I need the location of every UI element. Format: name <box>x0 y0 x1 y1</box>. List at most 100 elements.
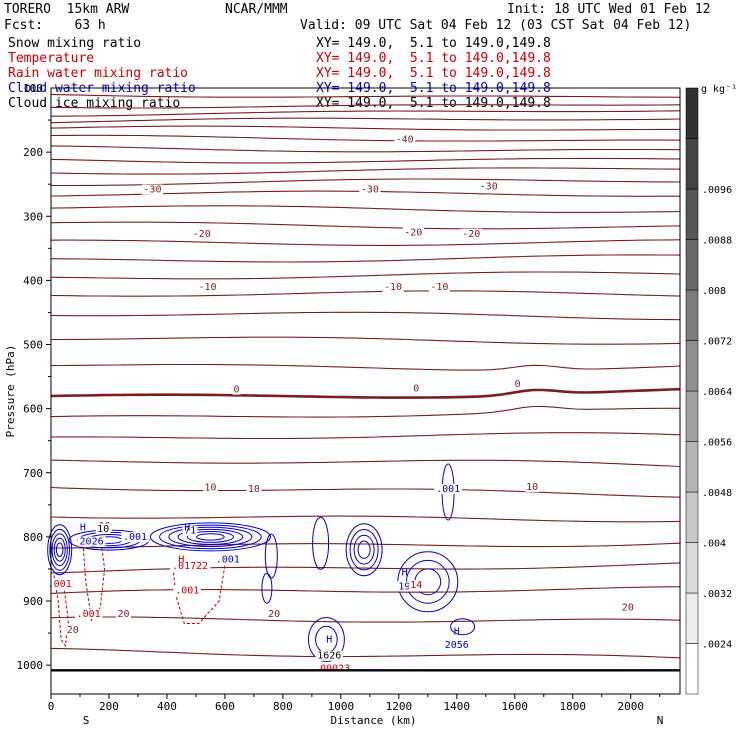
colorbar-segment <box>685 491 699 543</box>
temperature-label-bg <box>196 282 219 292</box>
contour-labels: -40 -30 -30 -30 -20 -20 -20 -10 -10 -10 0 0 0 10 10 10 1… <box>45 134 636 675</box>
temperature-label: 20 <box>268 609 280 620</box>
snow-label-bg <box>315 650 344 661</box>
temperature-label-bg <box>246 484 262 494</box>
colorbar-tick-label: .0024 <box>702 640 732 651</box>
snow-label: 1626 <box>317 651 341 662</box>
temperature-label: 10 <box>248 484 260 495</box>
x-tick-label: 200 <box>99 700 119 713</box>
field-name-rain: Rain water mixing ratio <box>8 66 189 81</box>
temperature-label: 10 <box>204 483 216 494</box>
rain-label-bg <box>74 609 103 620</box>
colorbar-tick-label: .0056 <box>702 438 732 449</box>
isotherm-line <box>50 363 681 371</box>
cloud-water-contour <box>47 524 73 576</box>
colorbar-segment <box>685 441 699 493</box>
colorbar-segment <box>685 87 699 139</box>
cloud-water-contour <box>186 531 234 543</box>
high-marker: H <box>178 555 184 566</box>
y-tick-label: 1000 <box>17 659 44 672</box>
isotherm-line <box>50 134 681 142</box>
temperature-label-bg <box>191 228 213 239</box>
high-marker: H <box>326 635 332 646</box>
y-tick-label: 500 <box>23 339 43 352</box>
init-time: Init: 18 UTC Wed 01 Feb 12 <box>507 2 711 17</box>
colorbar-segment <box>685 390 699 442</box>
y-tick-label: 600 <box>23 403 43 416</box>
colorbar-segment <box>685 188 699 240</box>
cloud-water-label: 2026 <box>80 537 104 548</box>
cloud-water-label-bg <box>77 536 106 547</box>
temperature-isotherms <box>50 93 681 659</box>
cloud-water-contour <box>168 526 253 548</box>
temperature-label: -20 <box>462 229 480 240</box>
y-tick-label: 800 <box>23 531 43 544</box>
x-tick-label: 600 <box>215 700 235 713</box>
rain-label: 00023 <box>320 664 350 675</box>
forecast-hour: Fcst: 63 h <box>4 18 106 33</box>
temperature-label: 0 <box>413 383 419 394</box>
cloud-water-contour <box>149 522 271 552</box>
temperature-label: 0 <box>233 385 239 396</box>
cloud-water-contour <box>312 516 330 570</box>
cloud-water-label: .001 <box>123 532 147 543</box>
cloud-water-label-bg <box>182 525 198 536</box>
cloud-water-contour <box>264 533 278 579</box>
temperature-label: 20 <box>67 625 79 636</box>
cloud-water-contours <box>47 463 476 662</box>
cloud-water-contour <box>196 533 225 541</box>
temperature-label-bg <box>232 384 241 395</box>
center-title: NCAR/MMM <box>225 2 288 17</box>
isotherm-line <box>51 336 681 345</box>
isotherm-line <box>50 205 681 213</box>
cloud-water-label: 2056 <box>445 640 469 651</box>
colorbar-segment <box>685 340 699 392</box>
rain-label: .001 <box>175 585 199 596</box>
rain-label-bg <box>169 560 211 571</box>
temperature-label: -20 <box>404 227 422 238</box>
cloud-water-contour <box>261 572 273 604</box>
y-tick-label: 200 <box>23 146 43 159</box>
isotherm-line <box>50 290 681 297</box>
temperature-label-bg <box>513 378 522 389</box>
x-tick-label: 800 <box>273 700 293 713</box>
colorbar-unit: g kg⁻¹ <box>701 84 737 95</box>
isotherm-line <box>50 616 681 623</box>
rain-label: .001 <box>77 609 101 620</box>
temperature-label: -30 <box>361 185 379 196</box>
x-tick-label: 1000 <box>328 700 355 713</box>
isotherm-line <box>50 104 681 109</box>
y-tick-label: 900 <box>23 595 43 608</box>
field-coords-snow: XY= 149.0, 5.1 to 149.0,149.8 <box>316 36 551 51</box>
isotherm-line <box>50 254 681 263</box>
y-tick-label: 700 <box>23 467 43 480</box>
temperature-label-bg <box>524 482 540 493</box>
isotherm-line <box>50 239 681 246</box>
y-tick-label: 400 <box>23 274 43 287</box>
colorbar-tick-label: .0064 <box>702 387 732 398</box>
colorbar-tick-label: .0088 <box>702 236 732 247</box>
x-tick-label: 0 <box>48 700 55 713</box>
x-tick-label: 1800 <box>560 700 587 713</box>
temperature-label-bg <box>65 625 81 636</box>
temperature-label-bg <box>203 482 218 493</box>
rain-contour <box>53 575 69 648</box>
colorbar-tick-label: .0072 <box>702 337 732 348</box>
cloud-water-contour <box>177 528 244 545</box>
high-marker: H <box>402 567 408 578</box>
isotherm-line <box>50 117 681 124</box>
colorbar-segment <box>685 643 699 695</box>
isotherm-line <box>51 542 681 549</box>
rain-label-bg <box>45 578 74 589</box>
rain-label: .001 <box>48 579 72 590</box>
x-axis-label: Distance (km) <box>330 714 416 727</box>
temperature-label-bg <box>620 602 636 613</box>
colorbar-segment <box>685 138 699 190</box>
colorbar: .0024 .0032 .004 .0048 .0056 .0064 .0072 .008 .0… <box>685 84 737 695</box>
isotherm-line <box>50 562 681 574</box>
temperature-label: 20 <box>117 609 129 620</box>
isotherm-line <box>50 157 680 164</box>
isotherm-line <box>50 515 681 523</box>
